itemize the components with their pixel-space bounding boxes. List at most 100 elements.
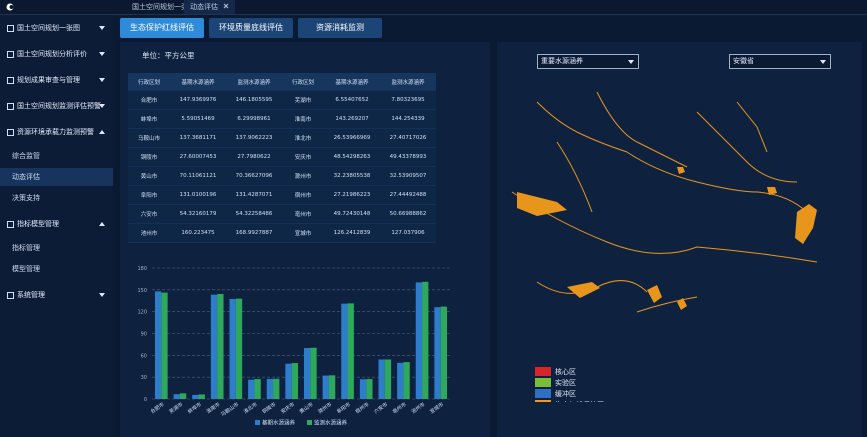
unit-label: 单位：平方公里 (142, 51, 195, 60)
tab[interactable]: 动态评估 (184, 0, 236, 14)
tab-label: 动态评估 (190, 3, 218, 11)
table-cell: 32.23805538 (324, 166, 380, 186)
table-cell: 滁州市 (282, 166, 324, 186)
menu-item[interactable]: 资源环境承载力监测预警 (0, 123, 113, 141)
legend-label: 监测水源涵养 (314, 419, 348, 427)
table-cell: 芜湖市 (282, 90, 324, 110)
logo (6, 3, 14, 11)
table-cell: 70.36627096 (226, 166, 282, 186)
tab-button[interactable]: 环境质量底线评估 (209, 18, 293, 38)
table-cell: 48.54298263 (324, 147, 380, 167)
menu-arrow (99, 130, 105, 134)
x-tick-label: 宣城市 (429, 401, 445, 415)
table-cell: 7.80323695 (380, 90, 436, 110)
tab-button[interactable]: 资源消耗监测 (298, 18, 382, 38)
legend-label: 生态红线保护区 (555, 400, 604, 402)
menu-arrow (99, 52, 105, 56)
bar (403, 362, 410, 399)
bar (285, 363, 292, 399)
bar (359, 379, 367, 399)
header-cell: 监测水源涵养 (226, 73, 282, 91)
bar (415, 282, 423, 399)
tab[interactable]: 国土空间规划一张图 (132, 3, 195, 11)
legend-label: 实验区 (555, 378, 576, 387)
menu-label: 国土空间规划监测评估预警 (17, 102, 101, 110)
table-cell: 蚌埠市 (128, 109, 170, 129)
bar (291, 363, 299, 399)
legend-swatch (535, 378, 551, 387)
menu-icon (7, 220, 14, 228)
header-cell: 基期水源涵养 (324, 73, 380, 91)
submenu-item[interactable]: 决策支持 (12, 194, 40, 202)
table-cell: 127.037906 (380, 223, 436, 243)
bar (210, 294, 218, 399)
bar (347, 303, 354, 399)
bar (322, 375, 329, 399)
menu-label: 国土空间规划一张图 (17, 24, 80, 32)
submenu-item[interactable]: 综合监管 (12, 152, 40, 160)
menu-arrow (99, 222, 105, 226)
dropdown[interactable]: 安徽省 (729, 54, 831, 69)
x-tick-label: 池州市 (410, 401, 426, 415)
menu-item[interactable]: 国土空间规划分析评价 (0, 45, 113, 63)
table-row: 铜陵市 27.60007453 27.7980622 安庆市 48.54298263 49… (128, 147, 436, 167)
bar (154, 291, 162, 399)
table-cell: 池州市 (128, 223, 170, 243)
table-cell: 27.7980622 (226, 147, 282, 167)
table-cell: 阜阳市 (128, 185, 170, 205)
header-cell: 行政区划 (128, 73, 170, 91)
submenu-item[interactable]: 指标管理 (12, 244, 40, 252)
x-tick-label: 蚌埠市 (186, 401, 202, 415)
bar (310, 347, 317, 399)
submenu-item[interactable]: 动态评估 (0, 168, 113, 186)
y-tick-label: 90 (141, 332, 147, 338)
table-cell: 32.53909507 (380, 166, 436, 186)
menu-item[interactable]: 国土空间规划一张图 (0, 19, 113, 37)
y-tick-label: 120 (137, 310, 147, 316)
table-cell: 143.269207 (324, 109, 380, 129)
y-tick-label: 30 (141, 375, 147, 381)
table-cell: 131.4287071 (226, 185, 282, 205)
dropdown-arrow (628, 60, 634, 64)
table-cell: 131.0100196 (170, 185, 226, 205)
bar (217, 293, 224, 399)
legend-swatch (535, 367, 551, 376)
menu-icon (7, 102, 14, 110)
close-icon[interactable] (223, 3, 229, 9)
menu-arrow (99, 104, 105, 108)
table-cell: 宿州市 (282, 185, 324, 205)
table-cell: 49.43378993 (380, 147, 436, 167)
bar (328, 375, 336, 399)
bar (248, 379, 255, 399)
table-header: 行政区划 基期水源涵养 监测水源涵养 行政区划 基期水源涵养 监测水源涵养 (128, 73, 436, 91)
bar (303, 347, 311, 399)
menu-item[interactable]: 规划成果审查与管理 (0, 71, 113, 89)
table-cell: 27.21986223 (324, 185, 380, 205)
header-cell: 基期水源涵养 (170, 73, 226, 91)
bar (254, 379, 261, 399)
bar (266, 378, 274, 399)
x-tick-label: 黄山市 (298, 401, 314, 415)
table-body: 合肥市 147.9369976 146.1805595 芜湖市 6.55407652 7.… (128, 90, 436, 243)
header-cell: 监测水源涵养 (380, 73, 436, 91)
table-cell: 6.29998961 (226, 109, 282, 129)
menu-item[interactable]: 系统管理 (0, 286, 113, 304)
y-tick-label: 150 (137, 288, 147, 294)
table-cell: 168.9927887 (226, 223, 282, 243)
bar (273, 378, 280, 399)
menu-item[interactable]: 国土空间规划监测评估预警 (0, 97, 113, 115)
bar (179, 393, 187, 399)
menu-icon (7, 24, 14, 32)
dropdown[interactable]: 重要水源涵养 (537, 54, 639, 69)
tab-button[interactable]: 生态保护红线评估 (120, 18, 204, 38)
legend-label: 基期水源涵养 (262, 419, 296, 427)
dropdown-arrow (820, 60, 826, 64)
menu-icon (7, 128, 14, 136)
table-cell: 6.55407652 (324, 90, 380, 110)
table-row: 蚌埠市 5.59051469 6.29998961 淮南市 143.269207 144.… (128, 109, 436, 129)
menu-item[interactable]: 指标模型管理 (0, 215, 113, 233)
sidebar: 国土空间规划一张图国土空间规划分析评价 规划成果审查与管理国土空间规划监测评估预警… (0, 15, 113, 437)
table-cell: 黄山市 (128, 166, 170, 186)
submenu-item[interactable]: 模型管理 (12, 265, 40, 273)
